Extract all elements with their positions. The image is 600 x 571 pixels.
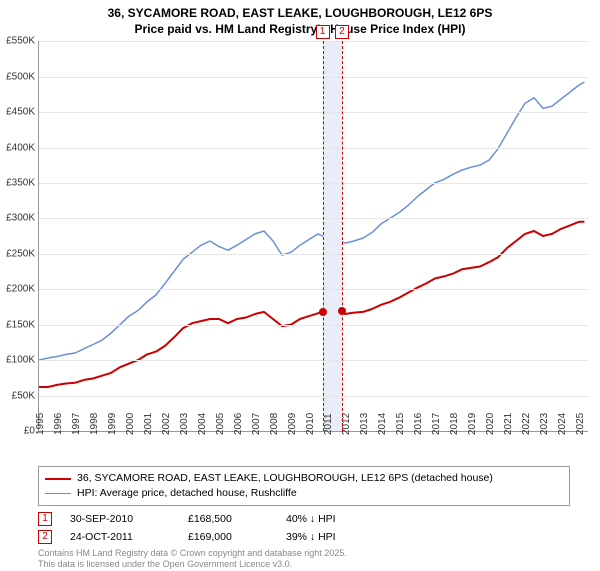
gridline — [39, 148, 588, 149]
sale-point-dot — [319, 308, 327, 316]
sale-marker-1: 1 — [38, 512, 52, 526]
y-axis-tick: £200K — [6, 284, 39, 295]
gridline — [39, 289, 588, 290]
x-axis-tick: 2018 — [449, 413, 460, 435]
x-axis-tick: 2005 — [215, 413, 226, 435]
x-axis-tick: 2008 — [269, 413, 280, 435]
x-axis-tick: 2011 — [323, 414, 334, 436]
y-axis-tick: £550K — [6, 36, 39, 47]
x-axis-tick: 2014 — [377, 413, 388, 435]
x-axis-tick: 2016 — [413, 413, 424, 435]
x-axis-tick: 2015 — [395, 413, 406, 435]
footer-attribution: Contains HM Land Registry data © Crown c… — [38, 548, 570, 571]
legend-item-hpi: HPI: Average price, detached house, Rush… — [45, 486, 563, 501]
y-axis-tick: £350K — [6, 178, 39, 189]
y-axis-tick: £300K — [6, 213, 39, 224]
title-line-2: Price paid vs. HM Land Registry's House … — [0, 22, 600, 38]
sale-point-dot — [338, 307, 346, 315]
x-axis-tick: 2004 — [197, 413, 208, 435]
y-axis-tick: £400K — [6, 142, 39, 153]
x-axis-tick: 2010 — [305, 413, 316, 435]
x-axis-tick: 2002 — [161, 413, 172, 435]
footer-line-1: Contains HM Land Registry data © Crown c… — [38, 548, 570, 560]
x-axis-tick: 1995 — [35, 413, 46, 435]
sale-price: £169,000 — [188, 531, 268, 543]
gridline — [39, 41, 588, 42]
x-axis-tick: 2022 — [521, 413, 532, 435]
chart-title: 36, SYCAMORE ROAD, EAST LEAKE, LOUGHBORO… — [0, 0, 600, 41]
y-axis-tick: £150K — [6, 319, 39, 330]
sale-row-1: 1 30-SEP-2010 £168,500 40% ↓ HPI — [38, 512, 570, 526]
sale-marker-line — [342, 41, 343, 431]
sale-marker-label: 1 — [316, 25, 330, 39]
x-axis-tick: 2009 — [287, 413, 298, 435]
chart-lines-svg — [39, 41, 588, 431]
x-axis-tick: 2023 — [539, 413, 550, 435]
x-axis-tick: 2020 — [485, 413, 496, 435]
x-axis-tick: 2019 — [467, 413, 478, 435]
x-axis-tick: 2024 — [557, 413, 568, 435]
sale-row-2: 2 24-OCT-2011 £169,000 39% ↓ HPI — [38, 530, 570, 544]
y-axis-tick: £100K — [6, 355, 39, 366]
y-axis-tick: £250K — [6, 248, 39, 259]
sales-table: 1 30-SEP-2010 £168,500 40% ↓ HPI 2 24-OC… — [38, 512, 570, 544]
gridline — [39, 112, 588, 113]
sale-marker-label: 2 — [335, 25, 349, 39]
x-axis-tick: 2013 — [359, 413, 370, 435]
legend-label: HPI: Average price, detached house, Rush… — [77, 486, 297, 501]
legend-swatch-hpi — [45, 493, 71, 494]
y-axis-tick: £450K — [6, 107, 39, 118]
gridline — [39, 254, 588, 255]
x-axis-tick: 2000 — [125, 413, 136, 435]
gridline — [39, 396, 588, 397]
legend-item-price-paid: 36, SYCAMORE ROAD, EAST LEAKE, LOUGHBORO… — [45, 471, 563, 486]
sale-date: 30-SEP-2010 — [70, 513, 170, 525]
footer-line-2: This data is licensed under the Open Gov… — [38, 559, 570, 571]
title-line-1: 36, SYCAMORE ROAD, EAST LEAKE, LOUGHBORO… — [0, 6, 600, 22]
x-axis-tick: 2001 — [143, 413, 154, 435]
y-axis-tick: £50K — [12, 390, 39, 401]
sale-price: £168,500 — [188, 513, 268, 525]
sale-date: 24-OCT-2011 — [70, 531, 170, 543]
legend-swatch-price-paid — [45, 478, 71, 480]
series-price_paid — [39, 222, 584, 387]
gridline — [39, 325, 588, 326]
x-axis-tick: 2021 — [503, 413, 514, 435]
x-axis-tick: 1998 — [89, 413, 100, 435]
sale-marker-2: 2 — [38, 530, 52, 544]
x-axis-tick: 1997 — [71, 413, 82, 435]
gridline — [39, 360, 588, 361]
x-axis-tick: 2017 — [431, 413, 442, 435]
chart-plot-area: £0£50K£100K£150K£200K£250K£300K£350K£400… — [38, 41, 588, 432]
x-axis-tick: 1996 — [53, 413, 64, 435]
series-hpi — [39, 82, 584, 360]
legend-box: 36, SYCAMORE ROAD, EAST LEAKE, LOUGHBORO… — [38, 466, 570, 505]
sale-marker-line — [323, 41, 324, 431]
highlight-band — [323, 41, 342, 431]
sale-delta: 39% ↓ HPI — [286, 531, 376, 543]
legend-label: 36, SYCAMORE ROAD, EAST LEAKE, LOUGHBORO… — [77, 471, 493, 486]
sale-delta: 40% ↓ HPI — [286, 513, 376, 525]
gridline — [39, 218, 588, 219]
x-axis-tick: 2025 — [575, 413, 586, 435]
gridline — [39, 183, 588, 184]
gridline — [39, 77, 588, 78]
x-axis-tick: 1999 — [107, 413, 118, 435]
y-axis-tick: £500K — [6, 71, 39, 82]
x-axis-tick: 2003 — [179, 413, 190, 435]
x-axis-tick: 2006 — [233, 413, 244, 435]
x-axis-tick: 2007 — [251, 413, 262, 435]
